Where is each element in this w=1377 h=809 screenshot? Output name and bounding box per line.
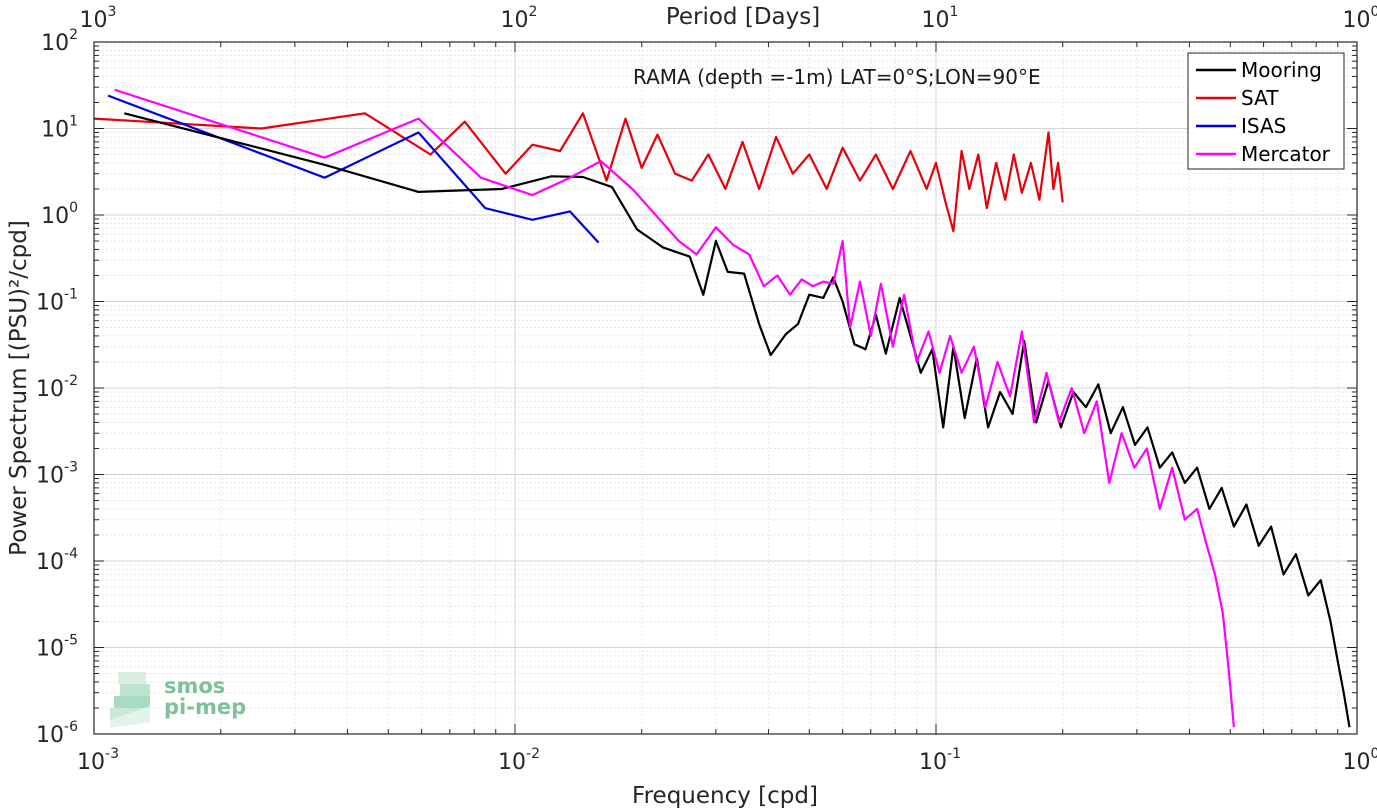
legend-label-mooring: Mooring (1241, 58, 1322, 82)
y-tick-label: 100 (41, 200, 78, 229)
y-tick-label: 10-5 (36, 633, 78, 662)
x2-tick-label: 100 (1343, 4, 1377, 33)
x-tick-label-base: 10 (1343, 750, 1371, 775)
x2-tick-label-exponent: 0 (1371, 4, 1377, 20)
y-tick-label-exponent: -1 (64, 287, 78, 303)
y-axis-title: Power Spectrum [(PSU)²/cpd] (6, 220, 32, 556)
y-tick-label-exponent: -3 (64, 460, 78, 476)
y-tick-label-base: 10 (36, 464, 64, 489)
y-tick-label-exponent: -2 (64, 373, 78, 389)
y-tick-label-base: 10 (36, 377, 64, 402)
y-tick-label: 10-3 (36, 460, 78, 489)
y-tick-label: 10-1 (36, 287, 78, 316)
x-tick-label-exponent: -1 (947, 746, 961, 762)
location-annotation: RAMA (depth =-1m) LAT=0°S;LON=90°E (633, 65, 1041, 89)
y-tick-label: 10-4 (36, 546, 78, 575)
x-tick-label-base: 10 (919, 750, 947, 775)
y-tick-label-base: 10 (36, 550, 64, 575)
y-tick-label: 102 (41, 27, 78, 56)
y-tick-label-exponent: -6 (64, 719, 78, 735)
logo-text-pi-mep: pi-mep (164, 695, 246, 719)
x-tick-label-base: 10 (498, 750, 526, 775)
x2-tick-label-base: 10 (1343, 8, 1371, 33)
x-tick-label-exponent: -3 (105, 746, 119, 762)
y-tick-label-exponent: 1 (69, 114, 78, 130)
y-tick-label-exponent: 2 (69, 27, 78, 43)
x2-tick-label-base: 10 (922, 8, 950, 33)
series-line-mercator (114, 88, 1235, 728)
x2-tick-label-base: 10 (501, 8, 529, 33)
smos-pi-mep-logo: smos pi-mep (110, 672, 246, 728)
x-tick-label: 100 (1343, 746, 1377, 775)
y-tick-label-exponent: 0 (69, 200, 78, 216)
x-tick-label: 10-3 (77, 746, 119, 775)
y-tick-label: 101 (41, 114, 78, 143)
y-tick-label-exponent: -4 (64, 546, 78, 562)
x2-tick-label: 102 (501, 4, 538, 33)
y-tick-label-base: 10 (41, 204, 69, 229)
series-line-isas (107, 94, 600, 244)
top-axis-title: Period [Days] (666, 4, 820, 30)
x-axis-title: Frequency [cpd] (632, 783, 818, 809)
legend-label-isas: ISAS (1241, 114, 1286, 138)
x2-tick-label: 101 (922, 4, 959, 33)
legend-label-mercator: Mercator (1241, 142, 1331, 166)
y-tick-label: 10-6 (36, 719, 78, 748)
x2-tick-label: 103 (80, 4, 117, 33)
y-tick-label-base: 10 (36, 637, 64, 662)
y-tick-label-base: 10 (36, 291, 64, 316)
x-tick-label: 10-1 (919, 746, 961, 775)
y-tick-label-base: 10 (41, 31, 69, 56)
series-layer (93, 88, 1351, 728)
y-tick-label: 10-2 (36, 373, 78, 402)
x-tick-label-exponent: 0 (1371, 746, 1377, 762)
x2-tick-label-exponent: 2 (529, 4, 538, 20)
logo-text-smos: smos (164, 674, 225, 698)
x-tick-label-exponent: -2 (526, 746, 540, 762)
x-tick-label: 10-2 (498, 746, 540, 775)
x2-tick-label-base: 10 (80, 8, 108, 33)
y-tick-label-base: 10 (36, 723, 64, 748)
x-tick-label-base: 10 (77, 750, 105, 775)
series-line-sat (93, 112, 1064, 233)
tick-marks (93, 41, 1358, 735)
y-tick-label-base: 10 (41, 118, 69, 143)
x2-tick-label-exponent: 1 (950, 4, 959, 20)
series-line-mooring (124, 112, 1351, 728)
legend: Mooring SAT ISAS Mercator (1187, 52, 1345, 170)
y-tick-label-exponent: -5 (64, 633, 78, 649)
legend-label-sat: SAT (1241, 86, 1279, 110)
x2-tick-label-exponent: 3 (108, 4, 117, 20)
legend-box (1187, 52, 1345, 170)
